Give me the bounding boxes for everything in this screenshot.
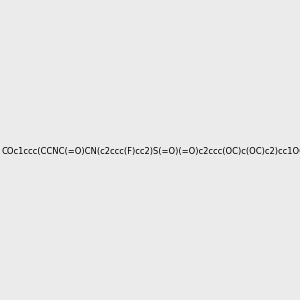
Text: COc1ccc(CCNC(=O)CN(c2ccc(F)cc2)S(=O)(=O)c2ccc(OC)c(OC)c2)cc1OC: COc1ccc(CCNC(=O)CN(c2ccc(F)cc2)S(=O)(=O)… bbox=[2, 147, 300, 156]
